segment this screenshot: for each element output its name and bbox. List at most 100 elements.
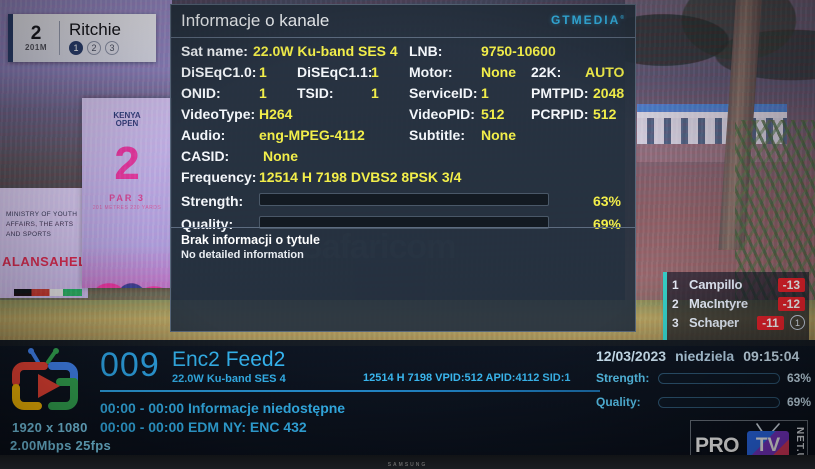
row-quality: Quality: 69% bbox=[171, 213, 635, 236]
watermark-net-text: NET.UA bbox=[794, 427, 805, 469]
ministry-banner: MINISTRY OF YOUTH AFFAIRS, THE ARTS AND … bbox=[0, 188, 96, 298]
hole-number: 2 bbox=[30, 23, 42, 44]
registered-mark-icon: ® bbox=[620, 15, 626, 21]
audio-label: Audio: bbox=[181, 127, 226, 143]
leaderboard-position: 1 bbox=[672, 277, 679, 292]
banner-strength-track bbox=[658, 373, 780, 384]
row-diseqc-motor-22k: DiSEqC1.0: 1 DiSEqC1.1: 1 Motor: None 22… bbox=[171, 64, 635, 85]
motor-label: Motor: bbox=[409, 64, 453, 80]
ministry-text: MINISTRY OF YOUTH AFFAIRS, THE ARTS AND … bbox=[6, 211, 78, 238]
channel-name: Enc2 Feed2 bbox=[172, 348, 286, 371]
epg-title: Brak informacji o tytule bbox=[181, 233, 320, 247]
banner-quality-percent: 69% bbox=[786, 395, 811, 409]
diseqc11-label: DiSEqC1.1: bbox=[297, 64, 373, 80]
channel-logo-icon bbox=[8, 348, 90, 420]
lnb-label: LNB: bbox=[409, 43, 443, 59]
time-text: 09:15:04 bbox=[743, 348, 800, 364]
score-bug-divider bbox=[59, 21, 60, 55]
dialog-epg-block: Brak informacji o tytule No detailed inf… bbox=[171, 227, 635, 269]
datetime-and-meters: 12/03/2023 niedziela 09:15:04 Strength: … bbox=[596, 348, 811, 412]
channel-info-dialog: Informacje o kanale GTMEDIA® Sat name: 2… bbox=[170, 4, 636, 332]
sat-name-label: Sat name: bbox=[181, 43, 248, 59]
epg-subtitle: No detailed information bbox=[181, 249, 304, 261]
banner-strength-percent: 63% bbox=[786, 371, 811, 385]
motor-value: None bbox=[481, 64, 516, 80]
serviceid-label: ServiceID: bbox=[409, 85, 478, 101]
alan-text: ALANSAHELA bbox=[2, 254, 97, 269]
strength-bar-track bbox=[259, 193, 549, 206]
shot-dot-1: 1 bbox=[69, 40, 83, 55]
banner-strength-label: Strength: bbox=[596, 371, 650, 385]
banner-quality-label: Quality: bbox=[596, 395, 641, 409]
22k-value: AUTO bbox=[585, 64, 625, 80]
tsid-label: TSID: bbox=[297, 85, 334, 101]
leaderboard-name: Schaper bbox=[689, 315, 739, 330]
casid-label: CASID: bbox=[181, 148, 230, 164]
hole-banner-number: 2 bbox=[114, 137, 140, 189]
golf-leaderboard: 1 Campillo -13 2 MacIntyre -12 3 Schaper… bbox=[663, 272, 809, 340]
strength-percent: 63% bbox=[592, 193, 621, 209]
row-audio-subtitle: Audio: eng-MPEG-4112 Subtitle: None bbox=[171, 127, 635, 148]
serviceid-value: 1 bbox=[481, 85, 489, 101]
kenya-open-logo: KENYA OPEN bbox=[113, 111, 141, 129]
shot-dots: 1 2 3 bbox=[69, 40, 121, 55]
diseqc10-label: DiSEqC1.0: bbox=[181, 64, 257, 80]
infobar-divider bbox=[100, 390, 600, 392]
watermark-pro-text: PRO bbox=[695, 434, 740, 457]
banner-strength-meter: Strength: 63% bbox=[596, 371, 811, 388]
datetime-row: 12/03/2023 niedziela 09:15:04 bbox=[596, 348, 811, 364]
leaderboard-score: -13 bbox=[777, 277, 805, 292]
22k-label: 22K: bbox=[531, 64, 562, 80]
player-name: Ritchie bbox=[69, 20, 121, 40]
sat-name-value: 22.0W Ku-band SES 4 bbox=[253, 43, 398, 59]
tv-bezel: SAMSUNG bbox=[0, 455, 815, 469]
leaderboard-row: 1 Campillo -13 bbox=[672, 275, 805, 294]
gtmedia-logo-text: GTMEDIA bbox=[550, 13, 621, 27]
subtitle-label: Subtitle: bbox=[409, 127, 465, 143]
epg-now-line: 00:00 - 00:00 Informacje niedostępne bbox=[100, 400, 346, 416]
leaderboard-row: 3 Schaper -11 1 bbox=[672, 313, 805, 332]
subtitle-value: None bbox=[481, 127, 516, 143]
leaderboard-score: -11 bbox=[757, 315, 784, 330]
quality-percent: 69% bbox=[592, 216, 621, 232]
quality-label: Quality: bbox=[181, 216, 234, 232]
lnb-value: 9750-10600 bbox=[481, 43, 556, 59]
pmtpid-value: 2048 bbox=[593, 85, 625, 101]
epg-next-line: 00:00 - 00:00 EDM NY: ENC 432 bbox=[100, 419, 307, 435]
strength-label: Strength: bbox=[181, 193, 244, 209]
banner-quality-track bbox=[658, 397, 780, 408]
hole-info: 2 201M bbox=[13, 24, 59, 52]
leaderboard-name: MacIntyre bbox=[689, 296, 748, 311]
videopid-value: 512 bbox=[481, 106, 505, 122]
bitrate-text: 2.00Mbps 25fps bbox=[10, 438, 112, 453]
date-text: 12/03/2023 bbox=[596, 348, 667, 364]
banner-quality-meter: Quality: 69% bbox=[596, 395, 811, 412]
quality-bar-track bbox=[259, 216, 549, 229]
onid-value: 1 bbox=[259, 85, 267, 101]
player-info: Ritchie 1 2 3 bbox=[60, 21, 121, 55]
diseqc11-value: 1 bbox=[371, 64, 379, 80]
frequency-value: 12514 H 7198 DVBS2 8PSK 3/4 bbox=[259, 169, 462, 185]
golf-score-bug: 2 201M Ritchie 1 2 3 bbox=[8, 14, 156, 62]
pcrpid-value: 512 bbox=[593, 106, 617, 122]
shot-dot-2: 2 bbox=[87, 40, 101, 55]
row-onid-tsid-serviceid-pmtpid: ONID: 1 TSID: 1 ServiceID: 1 PMTPID: 204… bbox=[171, 85, 635, 106]
dialog-title: Informacje o kanale bbox=[181, 11, 330, 30]
channel-number: 009 bbox=[100, 346, 160, 384]
casid-value: None bbox=[263, 148, 298, 164]
leaderboard-position: 3 bbox=[672, 315, 679, 330]
leaderboard-row: 2 MacIntyre -12 bbox=[672, 294, 805, 313]
dialog-header: Informacje o kanale GTMEDIA® bbox=[171, 5, 635, 38]
kenya-flag-stripe bbox=[14, 289, 82, 296]
resolution-text: 1920 x 1080 bbox=[12, 420, 88, 435]
tsid-value: 1 bbox=[371, 85, 379, 101]
dialog-empty-area bbox=[171, 269, 635, 331]
videotype-label: VideoType: bbox=[181, 106, 256, 122]
leaderboard-name: Campillo bbox=[689, 277, 743, 292]
onid-label: ONID: bbox=[181, 85, 221, 101]
leaderboard-position: 2 bbox=[672, 296, 679, 311]
hole-banner-par: PAR 3 bbox=[109, 193, 145, 203]
tree-canopy bbox=[625, 0, 815, 100]
row-casid: CASID: None bbox=[171, 148, 635, 169]
pcrpid-label: PCRPID: bbox=[531, 106, 589, 122]
